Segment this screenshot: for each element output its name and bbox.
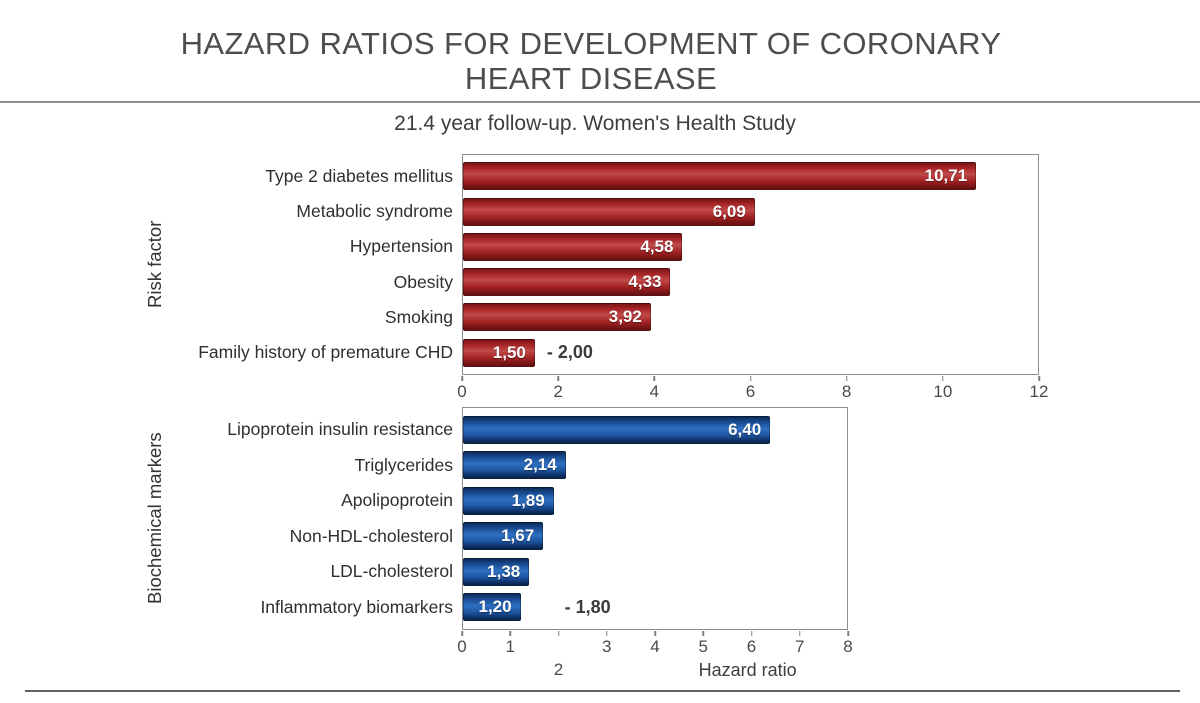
category-label: Lipoprotein insulin resistance: [227, 419, 453, 440]
bar-value-label: 3,92: [608, 307, 642, 327]
x-tick-label-3: 3: [602, 637, 612, 656]
bar-value-label: 4,58: [640, 236, 674, 256]
category-label: Smoking: [384, 306, 453, 327]
x-tick-mark: [606, 631, 608, 636]
x-tick-mark: [557, 631, 560, 636]
bar-value-label: 1,50: [492, 342, 526, 362]
x-tick-mark: [653, 376, 656, 381]
bar-value-label: 10,71: [924, 166, 968, 186]
risk-factor-x-axis: 0 2 4 6 8 10 12: [457, 376, 1048, 402]
risk-factor-axis-label: Risk factor: [144, 220, 165, 309]
x-tick-mark: [942, 376, 944, 381]
bar-value-label: 1,20: [478, 597, 512, 617]
x-tick-label-1: 1: [505, 637, 515, 656]
category-label: Inflammatory biomarkers: [260, 596, 453, 617]
x-tick-mark: [845, 376, 848, 381]
category-label: Apolipoprotein: [341, 490, 453, 511]
category-label: Obesity: [393, 271, 453, 292]
x-tick-mark: [461, 376, 463, 381]
bar-row: Non-HDL-cholesterol 1,67: [290, 522, 847, 551]
category-label: Type 2 diabetes mellitus: [265, 165, 453, 186]
x-tick-label-6: 6: [745, 382, 756, 401]
x-tick-mark: [749, 376, 752, 381]
bar-row: Inflammatory biomarkers 1,20 - 1,80: [260, 593, 847, 622]
bar: 2,14: [463, 451, 566, 480]
x-tick-label-5: 5: [698, 637, 708, 656]
bar-value-label: 1,38: [487, 561, 521, 581]
page-title: HAZARD RATIOS FOR DEVELOPMENT OF CORONAR…: [0, 26, 1182, 96]
bar-row: Type 2 diabetes mellitus 10,71: [265, 162, 1038, 191]
category-label: LDL-cholesterol: [330, 561, 453, 582]
x-tick-label-2: 2: [553, 660, 564, 679]
x-tick-label-12: 12: [1029, 382, 1049, 401]
x-tick-label-4: 4: [650, 637, 660, 656]
bar-value-label: 1,89: [511, 490, 545, 510]
x-tick-label-2: 2: [553, 382, 563, 401]
bar-row: Smoking 3,92: [385, 303, 1038, 332]
bar-value-label: 6,40: [728, 419, 762, 439]
x-tick-mark: [799, 631, 801, 636]
bar-value-label: 6,09: [712, 201, 746, 221]
chart-subtitle: 21.4 year follow-up. Women's Health Stud…: [394, 112, 796, 135]
bar: 10,71: [463, 162, 977, 191]
x-tick-label-8: 8: [843, 637, 853, 656]
bar: 4,33: [463, 268, 671, 297]
hazard-ratio-axis-title: Hazard ratio: [698, 660, 797, 680]
bar: 1,50: [463, 338, 535, 367]
x-tick-label-10: 10: [933, 382, 953, 401]
bar: 1,89: [463, 486, 554, 515]
bar-row: Metabolic syndrome 6,09: [296, 197, 1038, 226]
category-label: Non-HDL-cholesterol: [289, 525, 453, 546]
bar-row: Hypertension 4,58: [350, 232, 1038, 261]
category-label: Metabolic syndrome: [296, 201, 453, 222]
x-tick-label-6: 6: [746, 637, 757, 656]
bar-row: Obesity 4,33: [394, 268, 1038, 297]
x-tick-label-8: 8: [841, 382, 852, 401]
category-label: Triglycerides: [354, 454, 453, 475]
bar: 1,67: [463, 522, 544, 551]
bar-value-label: 1,67: [501, 526, 535, 546]
x-tick-mark: [509, 631, 511, 636]
x-tick-label-4: 4: [649, 382, 660, 401]
x-tick-mark: [461, 631, 463, 636]
risk-factor-plot-area: Type 2 diabetes mellitus 10,71 Metabolic s…: [198, 154, 1039, 375]
bar-value-label: 4,33: [628, 272, 662, 292]
bottom-divider: [25, 690, 1180, 692]
biochemical-markers-x-axis: 0 1 3 4 5 6 7 8: [457, 631, 853, 657]
title-divider: [0, 101, 1200, 103]
bar: 4,58: [463, 232, 683, 261]
bar: 3,92: [463, 303, 651, 332]
x-tick-mark: [847, 631, 849, 636]
biochemical-markers-plot-area: Lipoprotein insulin resistance 6,40 Trigly…: [227, 407, 848, 630]
title-line-2: HEART DISEASE: [464, 61, 718, 96]
bar-row: Apolipoprotein 1,89: [341, 486, 847, 515]
x-tick-mark: [654, 631, 656, 636]
bar-row: Triglycerides 2,14: [354, 451, 847, 480]
x-tick-label-7: 7: [795, 637, 805, 656]
x-tick-mark: [702, 631, 704, 636]
category-label: Hypertension: [349, 236, 453, 257]
x-tick-label-0: 0: [457, 637, 467, 656]
bar-row: Family history of premature CHD 1,50 - 2,0…: [198, 338, 1038, 367]
title-line-1: HAZARD RATIOS FOR DEVELOPMENT OF CORONAR…: [180, 26, 1002, 61]
bar-value-label: 2,14: [523, 455, 557, 475]
x-tick-mark: [1038, 376, 1040, 381]
upper-bound-label: - 2,00: [546, 342, 593, 363]
bar: 1,20: [463, 593, 521, 622]
x-tick-label-0: 0: [457, 382, 467, 401]
bar: 6,09: [463, 197, 755, 226]
category-label: Family history of premature CHD: [198, 342, 453, 363]
x-tick-mark: [557, 376, 559, 381]
upper-bound-label: - 1,80: [564, 596, 611, 617]
biochemical-markers-x-axis-row2: 2 Hazard ratio: [462, 660, 848, 684]
bar: 1,38: [463, 557, 530, 586]
bar-row: LDL-cholesterol 1,38: [330, 557, 847, 586]
bar-row: Lipoprotein insulin resistance 6,40: [227, 415, 847, 444]
x-tick-mark: [750, 631, 753, 636]
biochemical-markers-axis-label: Biochemical markers: [144, 432, 165, 605]
bar: 6,40: [463, 415, 771, 444]
